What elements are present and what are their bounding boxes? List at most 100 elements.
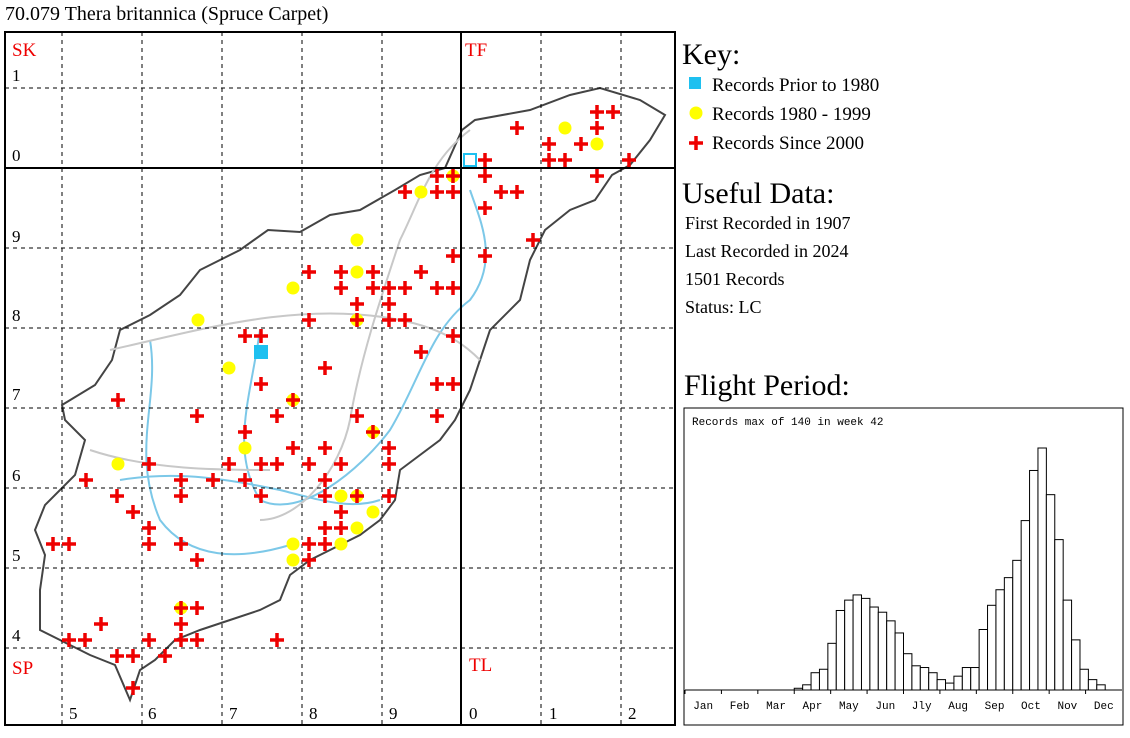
record-2000 [174,537,188,551]
record-2000 [318,489,332,503]
record-2000 [542,137,556,151]
record-2000 [430,377,444,391]
flight-bar [1071,639,1081,691]
record-2000 [94,617,108,631]
record-1980 [286,537,300,551]
column-label: 5 [69,704,78,723]
month-label: Aug [948,701,968,713]
record-2000 [430,281,444,295]
record-2000 [79,473,93,487]
flight-bar [869,606,879,691]
record-2000 [446,329,460,343]
record-1980 [334,489,348,503]
column-label: 2 [628,704,637,723]
flight-bar [911,665,921,691]
record-2000 [382,489,396,503]
road [109,312,481,361]
flight-bar [970,667,980,691]
record-2000 [318,537,332,551]
record-2000 [494,185,508,199]
river [119,474,381,506]
record-1980 [350,265,364,279]
record-2000 [414,345,428,359]
record-2000 [110,649,124,663]
record-2000 [334,457,348,471]
month-label: Dec [1094,701,1114,713]
record-2000 [111,393,125,407]
flight-bar [818,668,829,691]
flight-bar [1029,469,1039,691]
column-label: 0 [469,704,478,723]
flight-bar [810,672,820,691]
record-1980 [222,361,236,375]
row-label: 6 [12,466,21,485]
record-2000 [334,281,348,295]
record-1980 [238,441,252,455]
flight-bar [894,632,904,691]
flight-bar [1079,668,1089,691]
page-title: 70.079 Thera britannica (Spruce Carpet) [5,3,328,25]
record-2000 [78,633,92,647]
record-2000 [302,553,316,567]
flight-bar [936,679,947,691]
record-2000 [174,601,188,615]
flight-note: Records max of 140 in week 42 [692,417,883,429]
record-2000 [110,489,124,503]
useful-heading: Useful Data: [682,177,834,210]
record-2000 [174,633,188,647]
record-2000 [126,681,140,695]
flight-bar [886,620,896,691]
flight-bar [978,629,989,691]
record-2000 [350,409,364,423]
record-2000 [238,425,252,439]
key-item: Records 1980 - 1999 [712,104,871,125]
record-2000 [174,473,188,487]
flight-bar [877,611,888,691]
record-2000 [366,265,380,279]
record-2000 [190,601,204,615]
record-1980 [414,185,428,199]
record-2000 [302,313,316,327]
record-2000 [174,617,188,631]
flight-bar [903,653,913,691]
record-2000 [302,265,316,279]
record-2000 [366,281,380,295]
flight-bar [844,599,854,691]
record-2000 [478,153,492,167]
useful-line: 1501 Records [685,269,784,289]
flight-bar [928,672,938,691]
record-2000 [478,201,492,215]
record-2000 [382,313,396,327]
record-2000 [350,313,364,327]
record-2000 [334,505,348,519]
river [145,339,291,556]
record-2000 [382,441,396,455]
column-label: 7 [229,704,238,723]
month-label: Feb [730,701,750,713]
key-2000-marker [689,136,703,150]
row-label: 4 [12,626,21,645]
record-2000 [334,521,348,535]
month-label: Apr [803,701,823,713]
flight-bar [1045,494,1056,691]
record-2000 [366,425,380,439]
record-2000 [398,313,412,327]
record-2000 [222,457,236,471]
record-2000 [238,329,252,343]
record-2000 [382,281,396,295]
flight-bar [860,597,871,691]
record-2000 [446,169,460,183]
record-2000 [398,185,412,199]
key-item: Records Since 2000 [712,133,864,154]
record-2000 [142,633,156,647]
row-label: 5 [12,546,21,565]
record-2000 [190,553,204,567]
record-2000 [590,169,604,183]
month-label: Jly [912,701,932,713]
flight-bar [1087,679,1098,691]
square-label: TL [469,655,492,676]
record-1980 [286,553,300,567]
record-2000 [542,153,556,167]
